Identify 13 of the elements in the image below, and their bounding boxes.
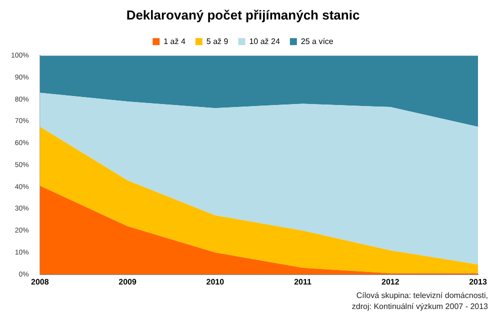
x-tick-label: 2010 bbox=[206, 277, 225, 286]
legend-label: 25 a více bbox=[300, 36, 334, 46]
x-tick-label: 2013 bbox=[469, 277, 488, 286]
x-tick-label: 2011 bbox=[294, 277, 312, 286]
text: Cílová skupina: televizní domácnosti, bbox=[355, 290, 488, 301]
x-tick-label: 2008 bbox=[31, 277, 50, 286]
chart-title: Deklarovaný počet přijímaných stanic bbox=[126, 7, 360, 22]
x-tick-label: 2009 bbox=[118, 277, 137, 286]
text: zdroj: Kontinuální výzkum 2007 - 2013 bbox=[350, 301, 488, 312]
legend-label: 10 až 24 bbox=[249, 36, 280, 46]
legend-label: 1 až 4 bbox=[164, 36, 186, 46]
x-tick-label: 2012 bbox=[381, 277, 400, 286]
legend-label: 5 až 9 bbox=[206, 36, 229, 46]
